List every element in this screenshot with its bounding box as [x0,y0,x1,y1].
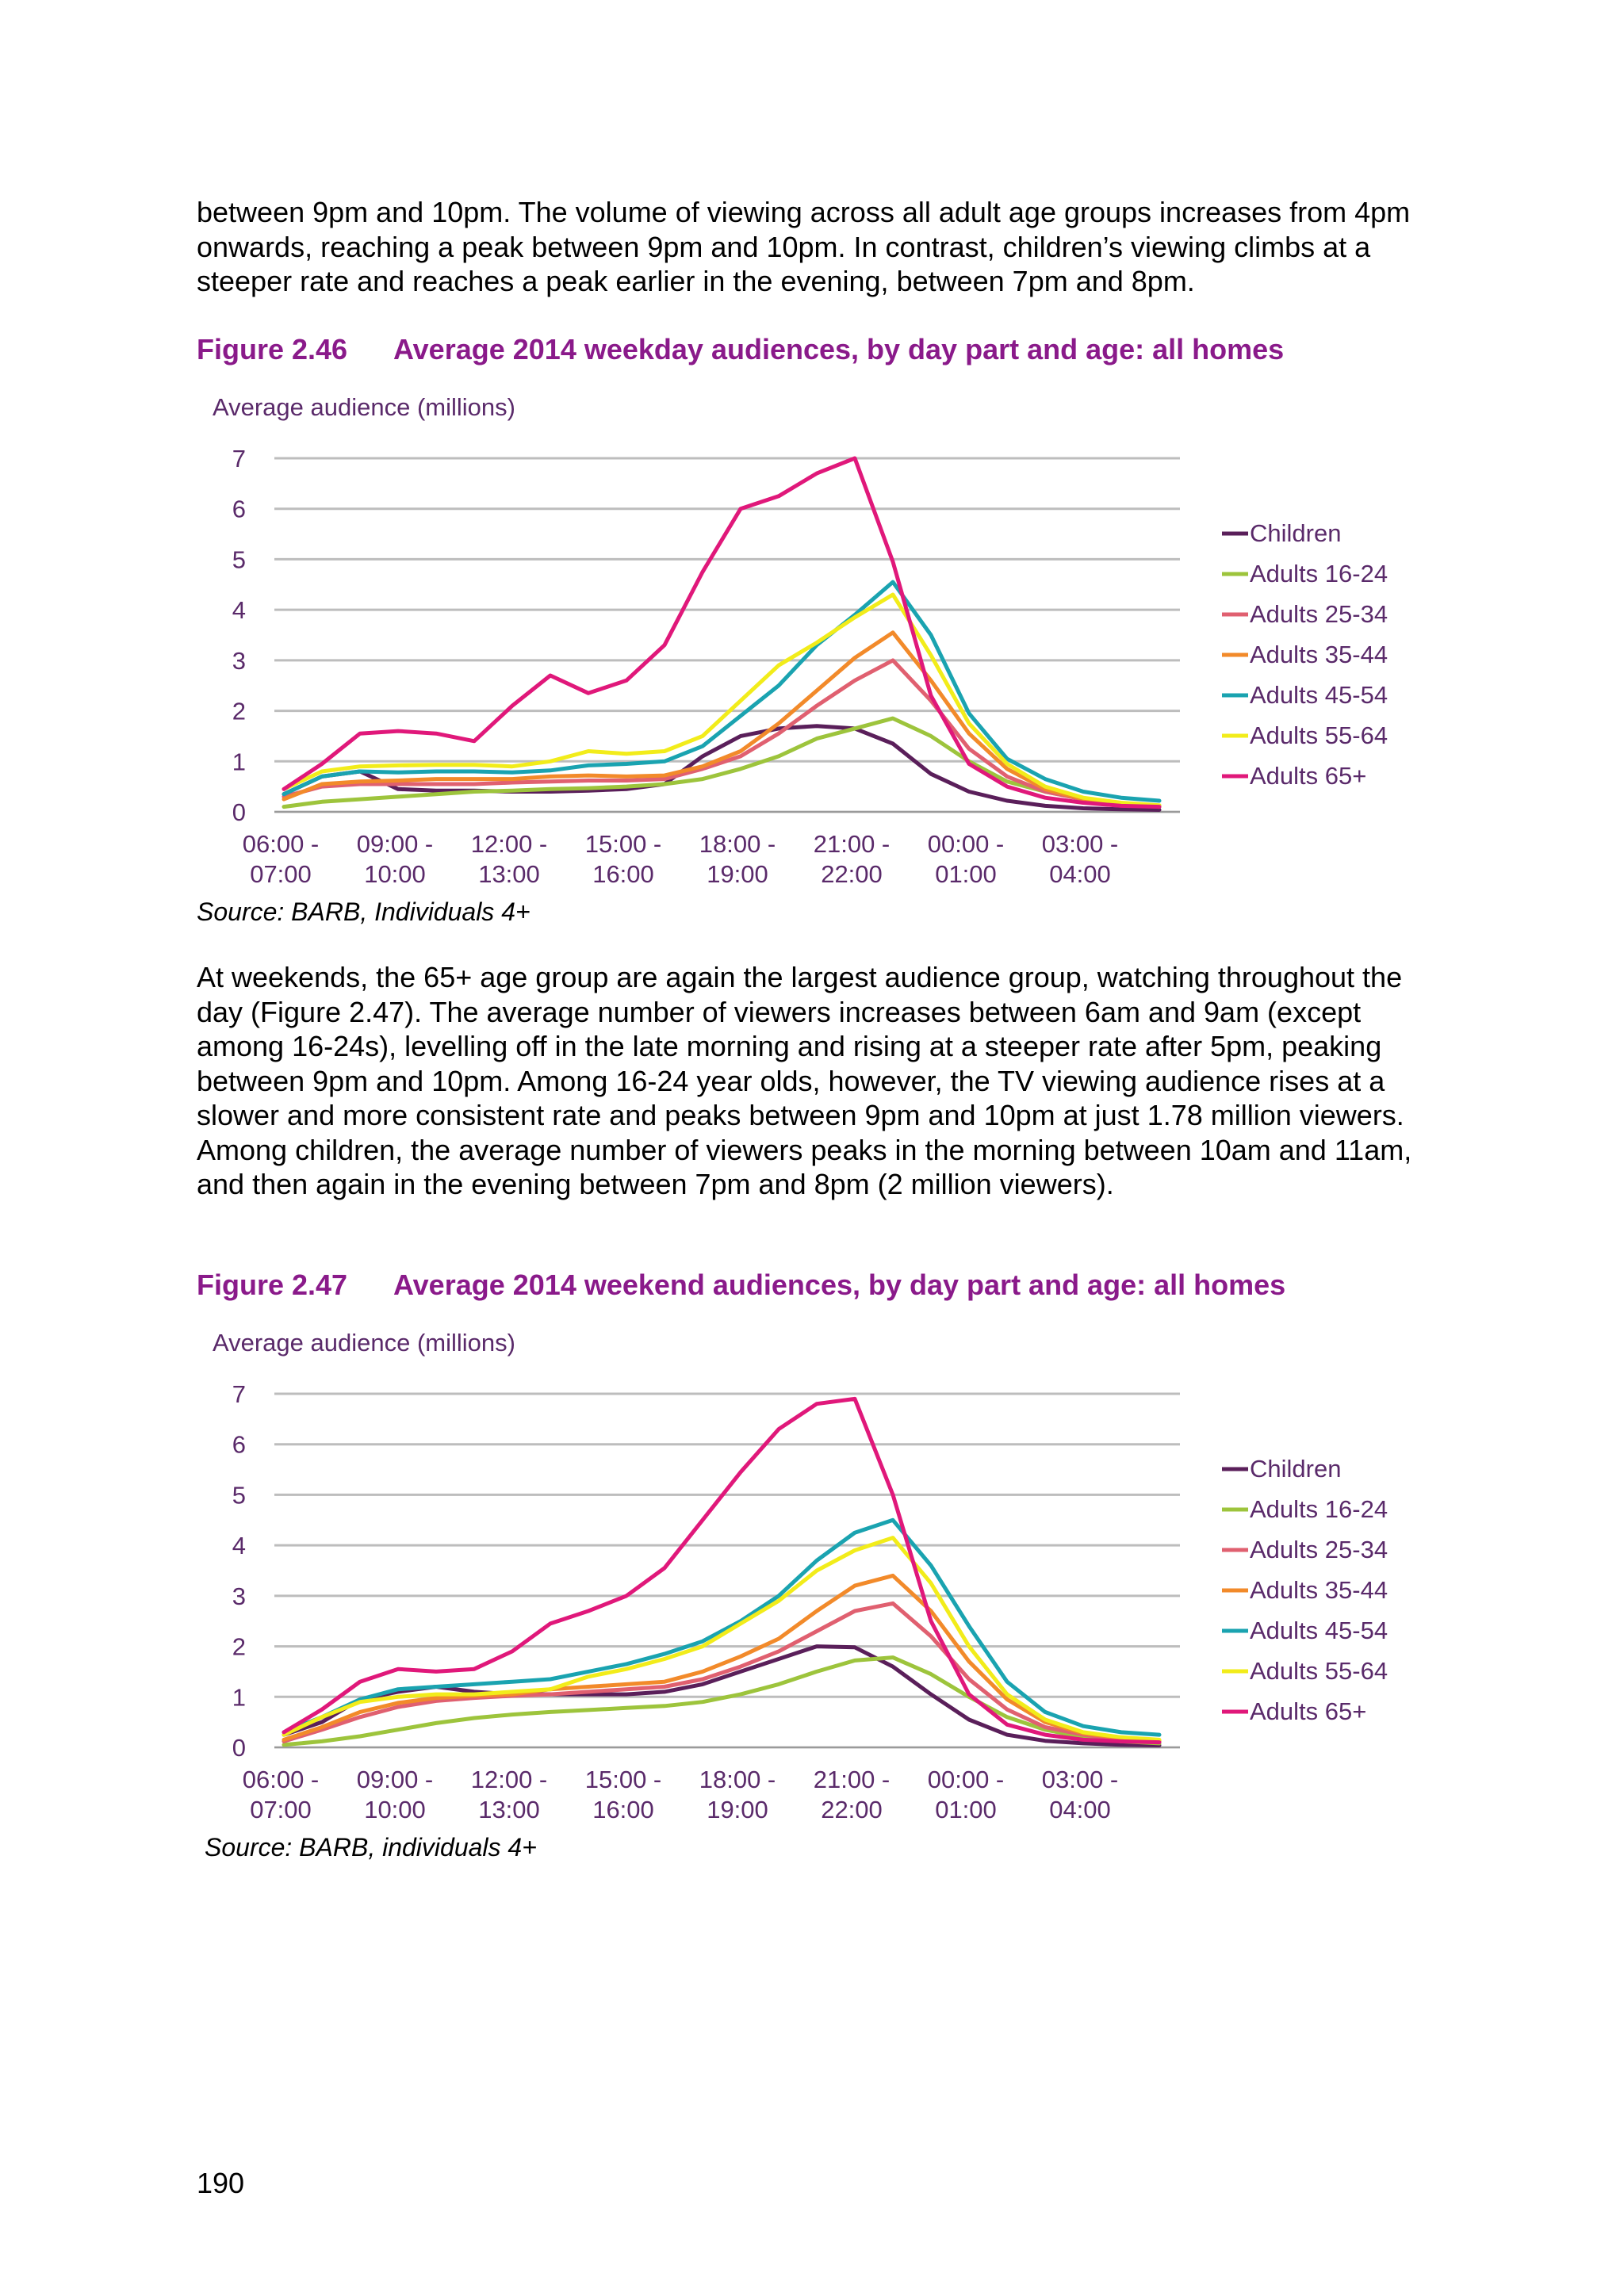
figure-number: Figure 2.46 [197,333,348,365]
legend-label-adults-55-64: Adults 55-64 [1250,1657,1388,1685]
x-tick-label: 07:00 [250,860,312,888]
x-tick-label: 06:00 - [243,830,320,858]
series-line-children [282,724,1162,812]
y-tick-label: 1 [232,1683,246,1711]
x-tick-label: 19:00 [707,860,768,888]
x-tick-label: 10:00 [364,860,426,888]
figure-title-text: Average 2014 weekend audiences, by day p… [393,1269,1286,1301]
legend-label-adults-25-34: Adults 25-34 [1250,1536,1388,1563]
y-tick-label: 0 [232,1734,246,1762]
series-line-adults-65 [282,1396,1162,1745]
x-tick-label: 00:00 - [928,830,1005,858]
figure-title: Figure 2.47 Average 2014 weekend audience… [197,1269,1285,1302]
series-line-adults-25-34 [282,1601,1162,1743]
source-note: Source: BARB, individuals 4+ [205,1833,537,1862]
x-tick-label: 16:00 [592,860,654,888]
x-tick-label: 01:00 [935,860,997,888]
x-tick-label: 03:00 - [1042,1766,1119,1793]
intro-paragraph: between 9pm and 10pm. The volume of view… [197,196,1411,297]
y-axis-title: Average audience (millions) [213,393,515,421]
y-tick-label: 6 [232,496,246,523]
x-tick-label: 07:00 [250,1796,312,1823]
legend-label-adults-35-44: Adults 35-44 [1250,1576,1388,1604]
x-tick-label: 04:00 [1049,860,1111,888]
x-tick-label: 09:00 - [357,1766,434,1793]
legend-label-adults-65: Adults 65+ [1250,762,1366,790]
y-tick-label: 7 [232,445,246,473]
legend-label-adults-16-24: Adults 16-24 [1250,560,1388,587]
y-tick-label: 3 [232,647,246,675]
x-tick-label: 21:00 - [814,1766,891,1793]
x-tick-label: 15:00 - [585,830,662,858]
x-tick-label: 22:00 [821,1796,883,1823]
series-line-adults-55-64 [282,592,1162,808]
x-tick-label: 18:00 - [699,1766,776,1793]
legend-label-adults-25-34: Adults 25-34 [1250,600,1388,628]
legend-label-adults-65: Adults 65+ [1250,1697,1366,1725]
weekend-paragraph: At weekends, the 65+ age group are again… [197,961,1412,1200]
y-tick-label: 6 [232,1431,246,1459]
legend-label-adults-55-64: Adults 55-64 [1250,721,1388,749]
y-tick-label: 5 [232,545,246,573]
y-tick-label: 2 [232,1633,246,1661]
x-tick-label: 12:00 - [471,1766,548,1793]
x-tick-label: 01:00 [935,1796,997,1823]
series-line-adults-45-54 [282,1517,1162,1737]
series-line-adults-25-34 [282,658,1162,808]
series-line-adults-45-54 [282,580,1162,803]
source-note: Source: BARB, Individuals 4+ [197,897,530,926]
legend-label-adults-45-54: Adults 45-54 [1250,681,1388,709]
y-tick-label: 7 [232,1380,246,1408]
x-tick-label: 18:00 - [699,830,776,858]
legend-label-adults-45-54: Adults 45-54 [1250,1617,1388,1644]
legend-label-children: Children [1250,519,1341,547]
x-tick-label: 21:00 - [814,830,891,858]
figure-number: Figure 2.47 [197,1269,348,1301]
y-axis-title: Average audience (millions) [213,1329,515,1357]
y-tick-label: 3 [232,1582,246,1610]
page-number: 190 [197,2167,245,2199]
x-tick-label: 16:00 [592,1796,654,1823]
x-tick-label: 12:00 - [471,830,548,858]
legend-label-children: Children [1250,1455,1341,1483]
series-line-adults-55-64 [282,1536,1162,1742]
y-tick-label: 2 [232,698,246,725]
x-tick-label: 10:00 [364,1796,426,1823]
y-tick-label: 1 [232,748,246,775]
legend-label-adults-16-24: Adults 16-24 [1250,1495,1388,1523]
x-tick-label: 15:00 - [585,1766,662,1793]
series-line-adults-16-24 [282,716,1162,809]
x-tick-label: 09:00 - [357,830,434,858]
y-tick-label: 4 [232,1532,246,1559]
series-line-adults-35-44 [282,630,1162,808]
x-tick-label: 04:00 [1049,1796,1111,1823]
series-line-adults-65 [282,456,1162,809]
figure-title: Figure 2.46 Average 2014 weekday audience… [197,333,1284,366]
x-tick-label: 19:00 [707,1796,768,1823]
x-tick-label: 03:00 - [1042,830,1119,858]
series-line-adults-35-44 [282,1573,1162,1743]
legend-label-adults-35-44: Adults 35-44 [1250,641,1388,668]
x-tick-label: 06:00 - [243,1766,320,1793]
figure-title-text: Average 2014 weekday audiences, by day p… [393,333,1285,365]
y-tick-label: 4 [232,596,246,624]
y-tick-label: 5 [232,1481,246,1509]
x-tick-label: 22:00 [821,860,883,888]
weekend-chart: 0 1 2 3 4 5 6 7 06:00 - 07:00 09:00 - 10:00 12:00 - 1… [232,1380,1388,1823]
y-tick-label: 0 [232,798,246,826]
x-tick-label: 13:00 [478,1796,540,1823]
x-tick-label: 00:00 - [928,1766,1005,1793]
x-tick-label: 13:00 [478,860,540,888]
series-line-adults-16-24 [282,1655,1162,1747]
